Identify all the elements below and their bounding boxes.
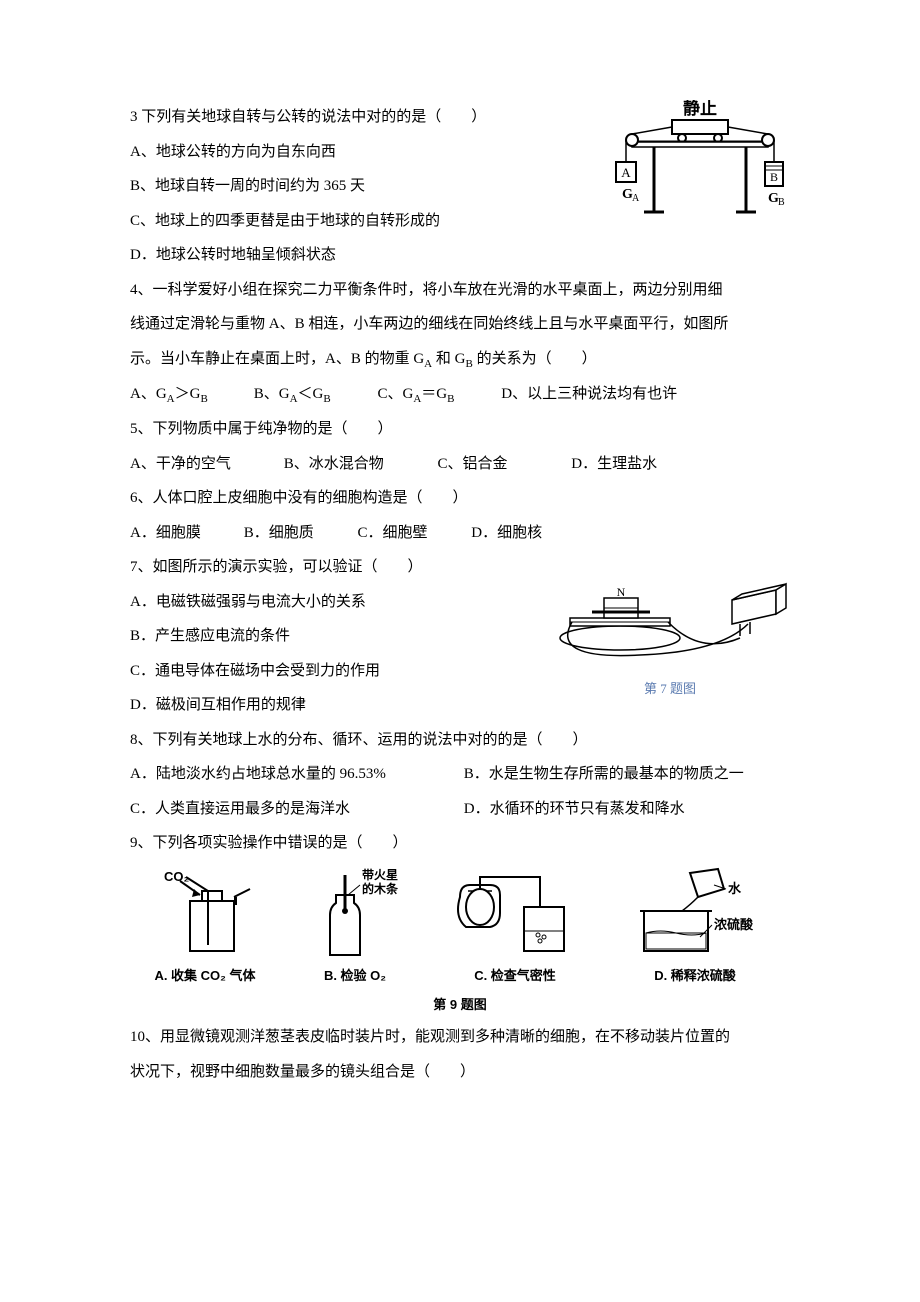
q6-options: A．细胞膜 B．细胞质 C．细胞壁 D．细胞核 <box>130 516 790 551</box>
q8-row2: C．人类直接运用最多的是海洋水 D．水循环的环节只有蒸发和降水 <box>130 792 790 827</box>
svg-text:带火星: 带火星 <box>362 867 398 882</box>
q4-l3: 示。当小车静止在桌面上时，A、B 的物重 GA 和 GB 的关系为（ ） <box>130 342 790 377</box>
q9-figures: CO₂ A. 收集 CO₂ 气体 带火星 的木条 B. 检验 O₂ <box>130 867 790 991</box>
q9-figC: C. 检查气密性 <box>450 867 580 991</box>
svg-text:浓硫酸: 浓硫酸 <box>714 917 754 932</box>
q8-row1: A．陆地淡水约占地球总水量的 96.53% B．水是生物生存所需的最基本的物质之… <box>130 757 790 792</box>
q4-l1: 4、一科学爱好小组在探究二力平衡条件时，将小车放在光滑的水平桌面上，两边分别用细 <box>130 273 790 308</box>
svg-text:B: B <box>770 170 778 184</box>
q9-stem: 9、下列各项实验操作中错误的是（ ） <box>130 826 790 861</box>
q10-l2: 状况下，视野中细胞数量最多的镜头组合是（ ） <box>130 1055 790 1090</box>
q4-l2: 线通过定滑轮与重物 A、B 相连，小车两边的细线在同始终线上且与水平桌面平行，如… <box>130 307 790 342</box>
q5-stem: 5、下列物质中属于纯净物的是（ ） <box>130 412 790 447</box>
q6-stem: 6、人体口腔上皮细胞中没有的细胞构造是（ ） <box>130 481 790 516</box>
svg-text:水: 水 <box>728 881 742 896</box>
q8-stem: 8、下列有关地球上水的分布、循环、运用的说法中对的的是（ ） <box>130 723 790 758</box>
q9-figA: CO₂ A. 收集 CO₂ 气体 <box>150 867 260 991</box>
q4-options: A、GA＞GB B、GA＜GB C、GA＝GB D、以上三种说法均有也许 <box>130 377 790 412</box>
fig4-label-top: 静止 <box>683 100 717 118</box>
q7-figure: N 第 7 题图 <box>550 560 790 703</box>
svg-text:N: N <box>617 585 626 599</box>
svg-text:的木条: 的木条 <box>362 881 399 896</box>
svg-text:CO₂: CO₂ <box>164 869 190 884</box>
q9-figB: 带火星 的木条 B. 检验 O₂ <box>300 867 410 991</box>
q10-l1: 10、用显微镜观测洋葱茎表皮临时装片时，能观测到多种清晰的细胞，在不移动装片位置… <box>130 1020 790 1055</box>
svg-text:A: A <box>621 165 631 180</box>
q7-fig-caption: 第 7 题图 <box>550 674 790 704</box>
q9-row-caption: 第 9 题图 <box>130 990 790 1020</box>
q9-figD: 水 浓硫酸 D. 稀释浓硫酸 <box>620 867 770 991</box>
q4-figure: 静止 A G A <box>610 100 790 249</box>
svg-text:A: A <box>632 193 640 204</box>
svg-text:B: B <box>778 197 785 208</box>
q5-options: A、干净的空气 B、冰水混合物 C、铝合金 D．生理盐水 <box>130 447 790 482</box>
